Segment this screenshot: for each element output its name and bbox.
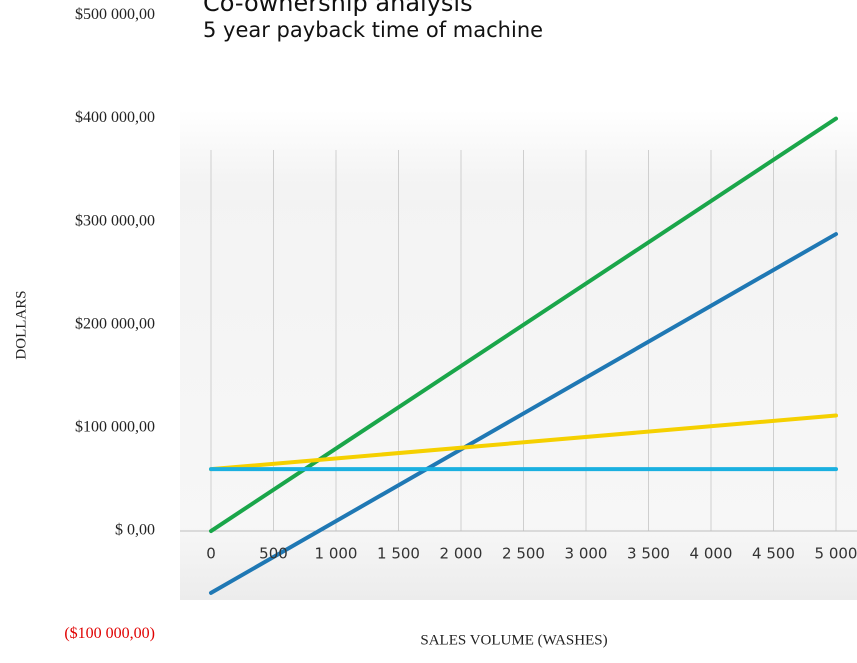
- series-line: [209, 413, 838, 472]
- series-line: [209, 232, 838, 595]
- y-tick-label: $500 000,00: [75, 6, 155, 23]
- chart-title: Co-ownership analysis: [203, 0, 473, 17]
- lines: [209, 116, 838, 595]
- x-tick-label: 2 500: [502, 545, 545, 563]
- x-tick-label: 500: [259, 545, 288, 563]
- y-tick-label: ($100 000,00): [64, 625, 155, 642]
- x-tick-label: 3 000: [565, 545, 608, 563]
- y-tick-label: $200 000,00: [75, 315, 155, 332]
- plot-background: [180, 110, 857, 600]
- x-tick-label: 2 000: [440, 545, 483, 563]
- x-tick-label: 4 000: [690, 545, 733, 563]
- x-tick-label: 1 500: [377, 545, 420, 563]
- x-tick-label: 1 000: [315, 545, 358, 563]
- x-axis-label: SALES VOLUME (WASHES): [420, 632, 607, 648]
- labels: ($100 000,00) $ 0,00 $100 000,00 $200 000,0…: [64, 6, 857, 642]
- y-tick-label: $400 000,00: [75, 109, 155, 126]
- y-tick-label: $300 000,00: [75, 212, 155, 229]
- chart-subtitle: 5 year payback time of machine: [203, 18, 543, 42]
- x-tick-label: 5 000: [815, 545, 857, 563]
- series-line: [209, 116, 838, 534]
- x-tick-label: 3 500: [627, 545, 670, 563]
- x-tick-label: 4 500: [752, 545, 795, 563]
- y-tick-label: $100 000,00: [75, 419, 155, 436]
- y-axis-label: DOLLARS: [13, 290, 29, 359]
- x-tick-label: 0: [206, 545, 216, 563]
- y-tick-label: $ 0,00: [115, 522, 155, 539]
